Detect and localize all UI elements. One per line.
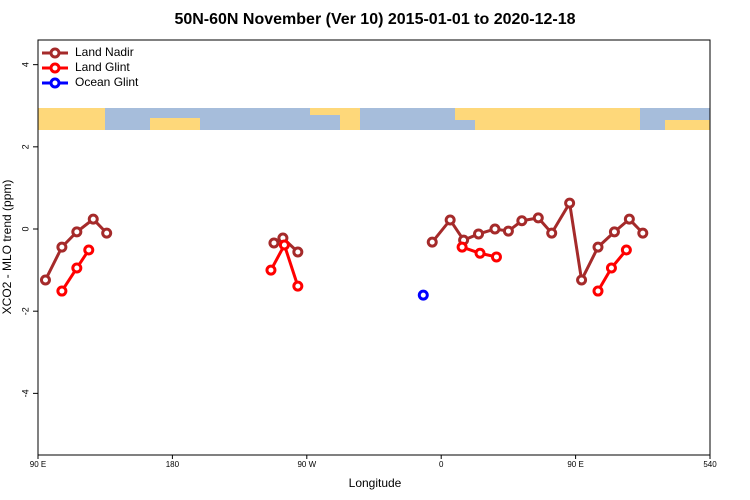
data-point xyxy=(292,280,304,292)
data-point xyxy=(39,274,51,286)
x-tick-label: 180 xyxy=(166,460,180,469)
data-point xyxy=(417,289,429,301)
data-point xyxy=(489,223,501,235)
x-axis-label: Longitude xyxy=(349,476,402,490)
data-point xyxy=(426,236,438,248)
data-point xyxy=(71,262,83,274)
x-tick-label: 540 xyxy=(703,460,717,469)
data-point xyxy=(101,227,113,239)
data-point xyxy=(623,213,635,225)
data-point xyxy=(576,274,588,286)
data-point xyxy=(71,226,83,238)
data-point xyxy=(605,262,617,274)
data-point xyxy=(546,227,558,239)
data-point xyxy=(620,244,632,256)
legend-label: Land Nadir xyxy=(75,45,134,59)
x-tick-label: 0 xyxy=(439,460,444,469)
y-tick-label: 0 xyxy=(20,227,30,232)
data-point xyxy=(292,246,304,258)
series-line xyxy=(44,198,644,285)
data-point xyxy=(564,197,576,209)
data-point xyxy=(637,227,649,239)
data-point xyxy=(516,215,528,227)
x-tick-label: 90 E xyxy=(30,460,46,469)
data-point xyxy=(56,241,68,253)
x-tick-label: 90 E xyxy=(567,460,583,469)
data-point xyxy=(592,241,604,253)
data-point xyxy=(502,225,514,237)
data-point xyxy=(474,247,486,259)
series-line xyxy=(60,241,628,292)
data-point xyxy=(268,237,280,249)
data-point xyxy=(490,251,502,263)
data-point xyxy=(83,244,95,256)
data-point xyxy=(532,212,544,224)
legend-marker xyxy=(49,47,61,59)
map-strip xyxy=(38,108,710,130)
y-axis-label: XCO2 - MLO trend (ppm) xyxy=(0,180,14,315)
legend-label: Land Glint xyxy=(75,60,130,74)
data-point xyxy=(87,213,99,225)
legend-marker xyxy=(49,77,61,89)
data-point xyxy=(56,285,68,297)
plot-frame xyxy=(37,39,711,456)
data-point xyxy=(444,214,456,226)
data-point xyxy=(608,226,620,238)
data-point xyxy=(473,228,485,240)
data-point xyxy=(592,285,604,297)
y-tick-label: -4 xyxy=(20,389,30,397)
y-tick-label: 4 xyxy=(20,62,30,67)
chart-title: 50N-60N November (Ver 10) 2015-01-01 to … xyxy=(174,11,575,28)
data-point xyxy=(265,264,277,276)
legend-marker xyxy=(49,62,61,74)
data-point xyxy=(278,239,290,251)
legend-label: Ocean Glint xyxy=(75,75,139,89)
x-tick-label: 90 W xyxy=(297,460,316,469)
y-tick-label: -2 xyxy=(20,307,30,315)
y-tick-label: 2 xyxy=(20,144,30,149)
data-point xyxy=(456,241,468,253)
